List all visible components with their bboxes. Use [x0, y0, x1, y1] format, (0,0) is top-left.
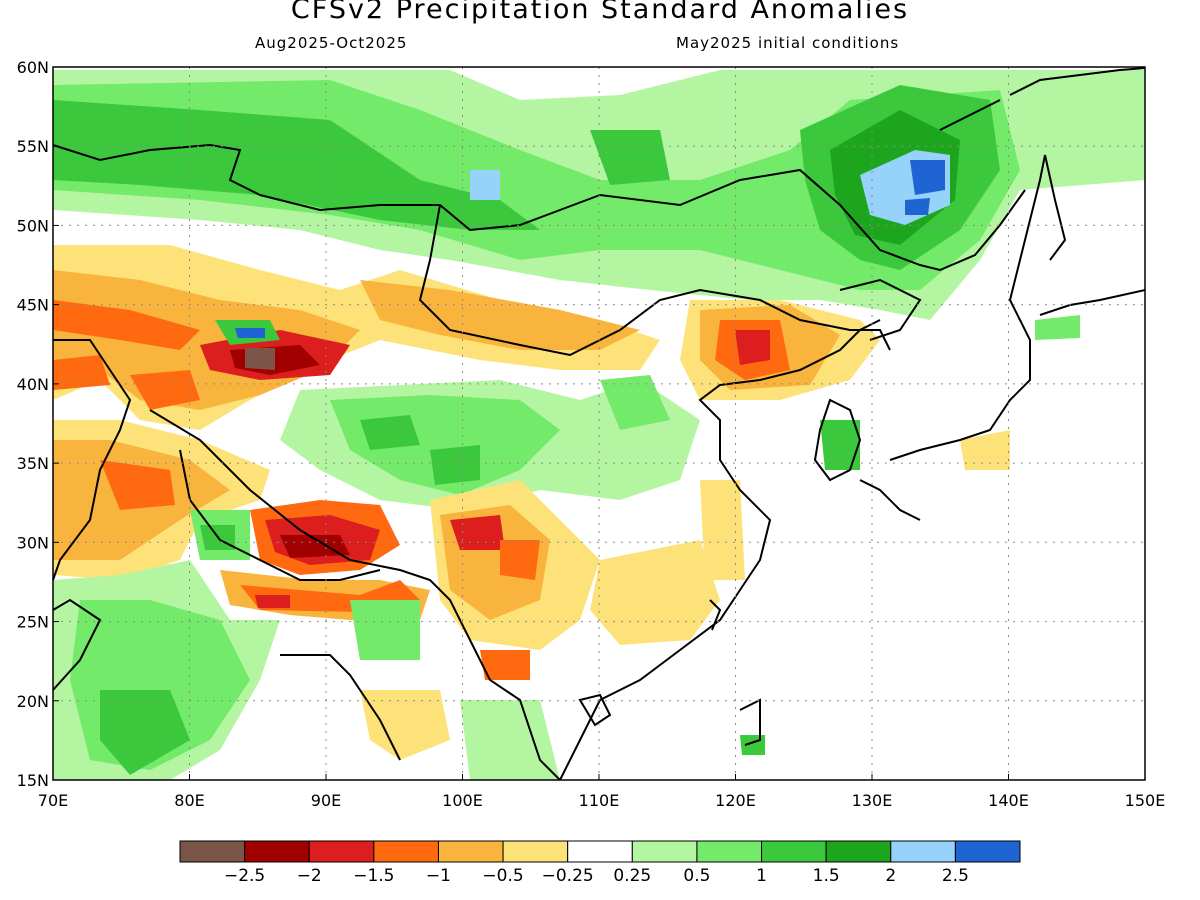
lat-tick-label: 35N: [17, 454, 49, 473]
lat-tick-label: 50N: [17, 216, 49, 235]
initial-conditions-subtitle: May2025 initial conditions: [676, 34, 900, 52]
lon-tick-label: 100E: [442, 791, 483, 810]
lat-tick-label: 40N: [17, 375, 49, 394]
colorbar-label: −0.25: [542, 866, 594, 886]
colorbar-swatch: [631, 840, 698, 863]
lon-tick-label: 140E: [988, 791, 1029, 810]
colorbar-label: −1: [426, 866, 451, 886]
longitude-axis: 70E 80E 90E 100E 110E 120E 130E 140E 150E: [38, 774, 1166, 810]
lat-lon-grid: [53, 67, 1145, 780]
lon-tick-label: 70E: [38, 791, 68, 810]
lat-tick-label: 15N: [17, 771, 49, 790]
colorbar-swatch: [890, 840, 956, 863]
colorbar: −2.5 −2 −1.5 −1 −0.5 −0.25 0.25 0.5 1 1.5 2 2.5: [179, 840, 1021, 886]
period-subtitle: Aug2025-Oct2025: [255, 34, 408, 52]
lat-tick-label: 60N: [17, 58, 49, 77]
colorbar-label: −0.5: [482, 866, 523, 886]
colorbar-swatch: [244, 840, 310, 863]
lon-tick-label: 130E: [852, 791, 893, 810]
colorbar-label: 1: [756, 866, 767, 886]
colorbar-swatch: [954, 840, 1021, 863]
lat-tick-label: 55N: [17, 137, 49, 156]
colorbar-swatch: [502, 840, 569, 863]
colorbar-swatch: [308, 840, 375, 863]
colorbar-label: 0.25: [613, 866, 651, 886]
colorbar-label: −2: [297, 866, 322, 886]
colorbar-label: 2: [885, 866, 896, 886]
colorbar-label: −1.5: [353, 866, 394, 886]
colorbar-swatch: [567, 840, 633, 863]
lon-tick-label: 150E: [1125, 791, 1166, 810]
anomaly-field: [53, 67, 1145, 780]
colorbar-swatch: [373, 840, 439, 863]
latitude-axis: 60N 55N 50N 45N 40N 35N 30N 25N 20N 15N: [17, 58, 59, 790]
map-title: CFSv2 Precipitation Standard Anomalies: [290, 0, 910, 25]
colorbar-swatch: [825, 840, 892, 863]
colorbar-swatch: [437, 840, 504, 863]
lat-tick-label: 45N: [17, 296, 49, 315]
colorbar-swatch: [761, 840, 827, 863]
colorbar-label: 1.5: [813, 866, 840, 886]
colorbar-label: 2.5: [942, 866, 969, 886]
lon-tick-label: 110E: [579, 791, 620, 810]
colorbar-label: 0.5: [683, 866, 710, 886]
colorbar-swatch: [179, 840, 246, 863]
lon-tick-label: 90E: [311, 791, 341, 810]
lat-tick-label: 20N: [17, 692, 49, 711]
lat-tick-label: 30N: [17, 533, 49, 552]
lat-tick-label: 25N: [17, 613, 49, 632]
lon-tick-label: 120E: [715, 791, 756, 810]
lon-tick-label: 80E: [174, 791, 204, 810]
colorbar-label: −2.5: [224, 866, 265, 886]
colorbar-swatch: [696, 840, 763, 863]
